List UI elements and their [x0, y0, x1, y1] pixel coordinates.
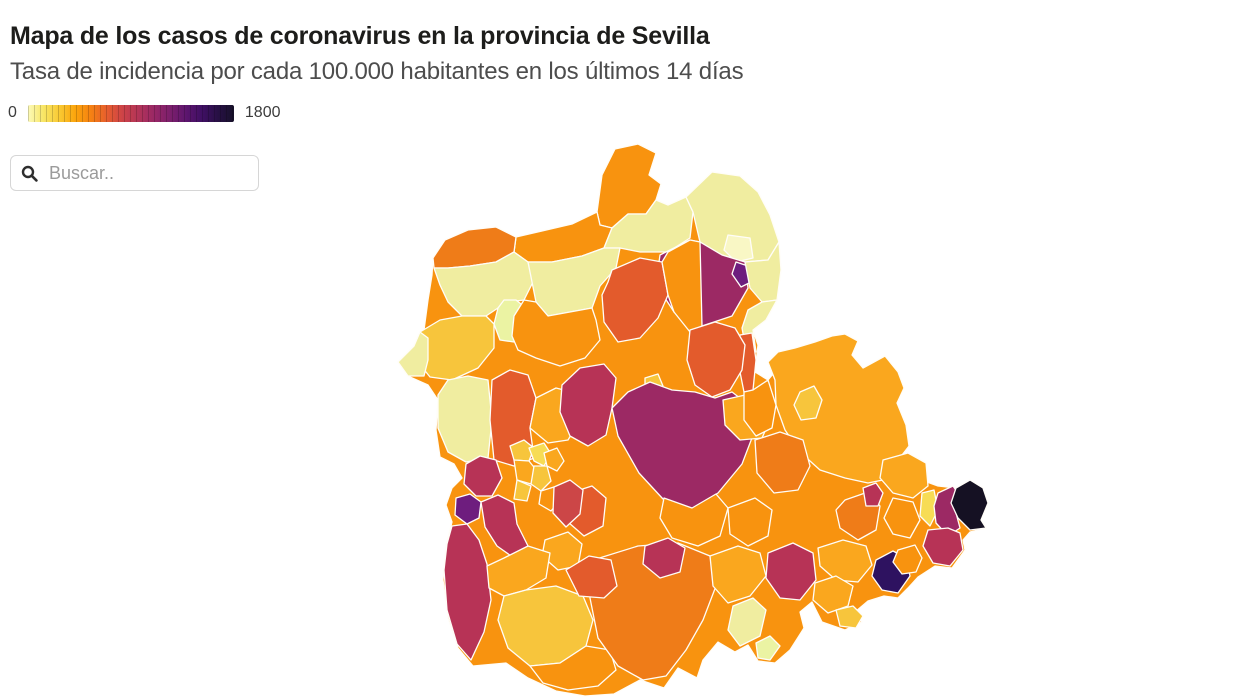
map-region-60[interactable]	[835, 605, 864, 629]
map-region-53[interactable]	[642, 537, 686, 579]
map-region-18[interactable]	[601, 257, 669, 343]
map-region-16[interactable]	[397, 331, 429, 377]
legend-gradient-bar	[27, 104, 234, 122]
map-region-25[interactable]	[559, 363, 617, 447]
map-region-17[interactable]	[511, 299, 601, 367]
incidence-map[interactable]	[388, 128, 1013, 698]
map-region-67[interactable]	[919, 489, 939, 527]
map-region-58[interactable]	[817, 539, 873, 583]
map-region-36[interactable]	[463, 455, 503, 497]
map-region-32[interactable]	[659, 493, 729, 547]
page-title: Mapa de los casos de coronavirus en la p…	[10, 21, 710, 50]
map-region-48[interactable]	[486, 545, 551, 597]
map-region-37[interactable]	[454, 493, 482, 525]
map-region-55[interactable]	[727, 597, 767, 647]
map-region-30[interactable]	[743, 379, 777, 437]
map-region-50[interactable]	[529, 645, 617, 691]
search-input[interactable]	[47, 161, 248, 185]
map-region-6[interactable]	[723, 234, 754, 263]
map-region-31[interactable]	[754, 431, 811, 494]
map-region-45[interactable]	[513, 479, 532, 502]
incidence-map-svg	[397, 143, 989, 697]
map-region-69[interactable]	[950, 479, 989, 531]
map-region-54[interactable]	[709, 545, 767, 604]
legend-min-label: 0	[8, 104, 17, 121]
map-region-44[interactable]	[543, 447, 565, 472]
search-box[interactable]	[10, 155, 259, 191]
map-region-59[interactable]	[812, 575, 854, 614]
map-region-47[interactable]	[552, 479, 584, 528]
map-region-70[interactable]	[922, 527, 964, 567]
map-region-43[interactable]	[530, 465, 552, 492]
map-region-65[interactable]	[879, 452, 929, 499]
map-region-57[interactable]	[765, 542, 817, 601]
map-region-20[interactable]	[686, 321, 746, 398]
color-legend: 0 1800	[8, 104, 281, 122]
map-region-64[interactable]	[862, 482, 884, 507]
map-region-66[interactable]	[883, 497, 921, 539]
map-region-33[interactable]	[727, 497, 773, 547]
map-region-39[interactable]	[443, 523, 492, 661]
map-region-62[interactable]	[892, 544, 923, 575]
map-region-22[interactable]	[437, 375, 493, 463]
map-region-29[interactable]	[793, 385, 823, 421]
map-region-9[interactable]	[744, 241, 782, 303]
legend-max-label: 1800	[244, 104, 281, 121]
page-subtitle: Tasa de incidencia por cada 100.000 habi…	[10, 57, 744, 85]
map-region-51[interactable]	[589, 542, 717, 681]
map-region-56[interactable]	[755, 635, 781, 661]
search-icon	[21, 165, 38, 182]
map-region-52[interactable]	[565, 555, 618, 599]
